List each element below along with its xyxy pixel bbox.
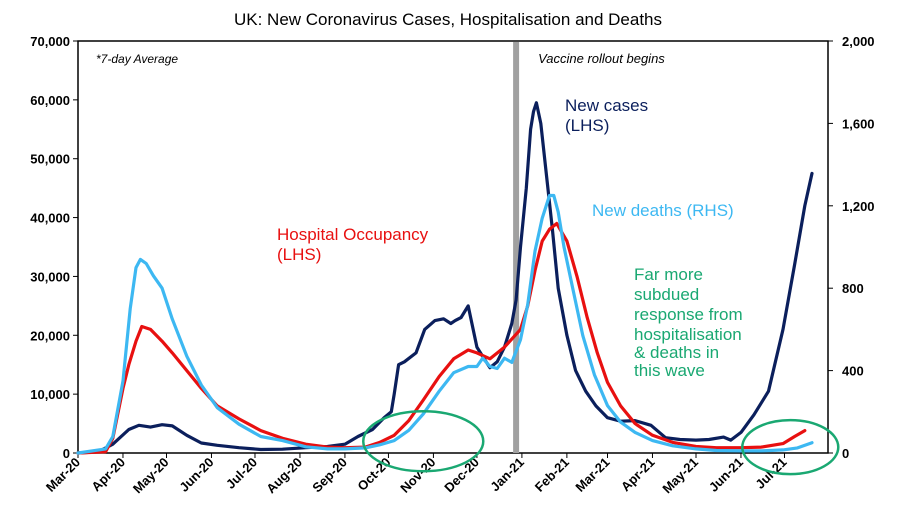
series-hospital-occupancy (76, 221, 807, 455)
left-tick-label: 10,000 (30, 387, 70, 402)
annotations: New cases(LHS)New deaths (RHS)Hospital O… (277, 96, 743, 380)
vaccine-rollout-line (513, 42, 520, 453)
label-green-note-line6: this wave (634, 361, 705, 380)
x-tick-label: Jun-21 (706, 455, 746, 495)
x-tick-label: Jun-20 (176, 455, 216, 495)
x-axis: Mar-20 Apr-20 May-20 Jun-20 Jul-20 Aug-20 Sep-… (43, 453, 790, 496)
left-tick-label: 30,000 (30, 269, 70, 284)
label-green-note-line4: hospitalisation (634, 325, 742, 344)
x-tick-label: Oct-20 (354, 455, 393, 494)
series-new-deaths (76, 193, 814, 455)
x-tick-label: Apr-20 (88, 455, 128, 495)
label-hospital-occupancy-axis: (LHS) (277, 245, 321, 264)
highlight-ellipse (741, 418, 840, 476)
x-tick-label: May-20 (130, 455, 172, 497)
label-hospital-occupancy: Hospital Occupancy (277, 225, 429, 244)
vaccine-rollout-label: Vaccine rollout begins (538, 51, 665, 66)
left-axis: 0 10,000 20,000 30,000 40,000 50,000 60,000 70,… (30, 34, 78, 461)
label-new-deaths: New deaths (RHS) (592, 201, 734, 220)
x-tick-label: Apr-21 (618, 455, 658, 495)
label-new-cases-axis: (LHS) (565, 116, 609, 135)
x-tick-label: Feb-21 (532, 455, 572, 495)
right-tick-label: 1,200 (842, 199, 875, 214)
label-green-note-line1: Far more (634, 265, 703, 284)
right-axis: 0 400 800 1,200 1,600 2,000 (828, 34, 875, 461)
left-tick-label: 20,000 (30, 328, 70, 343)
x-tick-label: Nov-20 (397, 455, 438, 496)
left-tick-label: 70,000 (30, 34, 70, 49)
x-tick-label: Jul-20 (223, 455, 260, 492)
highlight-ellipse (362, 409, 485, 473)
label-green-note-line2: subdued (634, 285, 699, 304)
x-tick-label: May-21 (659, 455, 701, 497)
left-tick-label: 40,000 (30, 211, 70, 226)
x-tick-label: Dec-20 (441, 455, 482, 496)
right-tick-label: 0 (842, 446, 849, 461)
label-new-cases: New cases (565, 96, 648, 115)
average-note: *7-day Average (96, 52, 178, 66)
right-tick-label: 1,600 (842, 116, 875, 131)
left-tick-label: 50,000 (30, 152, 70, 167)
label-green-note-line3: response from (634, 305, 743, 324)
x-tick-label: Mar-21 (572, 455, 612, 495)
label-green-note-line5: & deaths in (634, 343, 719, 362)
right-tick-label: 400 (842, 364, 864, 379)
right-tick-label: 800 (842, 281, 864, 296)
x-tick-label: Sep-20 (309, 455, 350, 496)
series-group (76, 101, 840, 476)
right-tick-label: 2,000 (842, 34, 875, 49)
left-tick-label: 0 (63, 446, 70, 461)
plot-area: Vaccine rollout begins *7-day Average (77, 40, 829, 454)
left-tick-label: 60,000 (30, 93, 70, 108)
x-tick-label: Jan-21 (487, 455, 527, 495)
chart-title: UK: New Coronavirus Cases, Hospitalisati… (234, 10, 662, 29)
x-tick-label: Aug-20 (263, 455, 305, 497)
plot-frame (77, 40, 829, 454)
